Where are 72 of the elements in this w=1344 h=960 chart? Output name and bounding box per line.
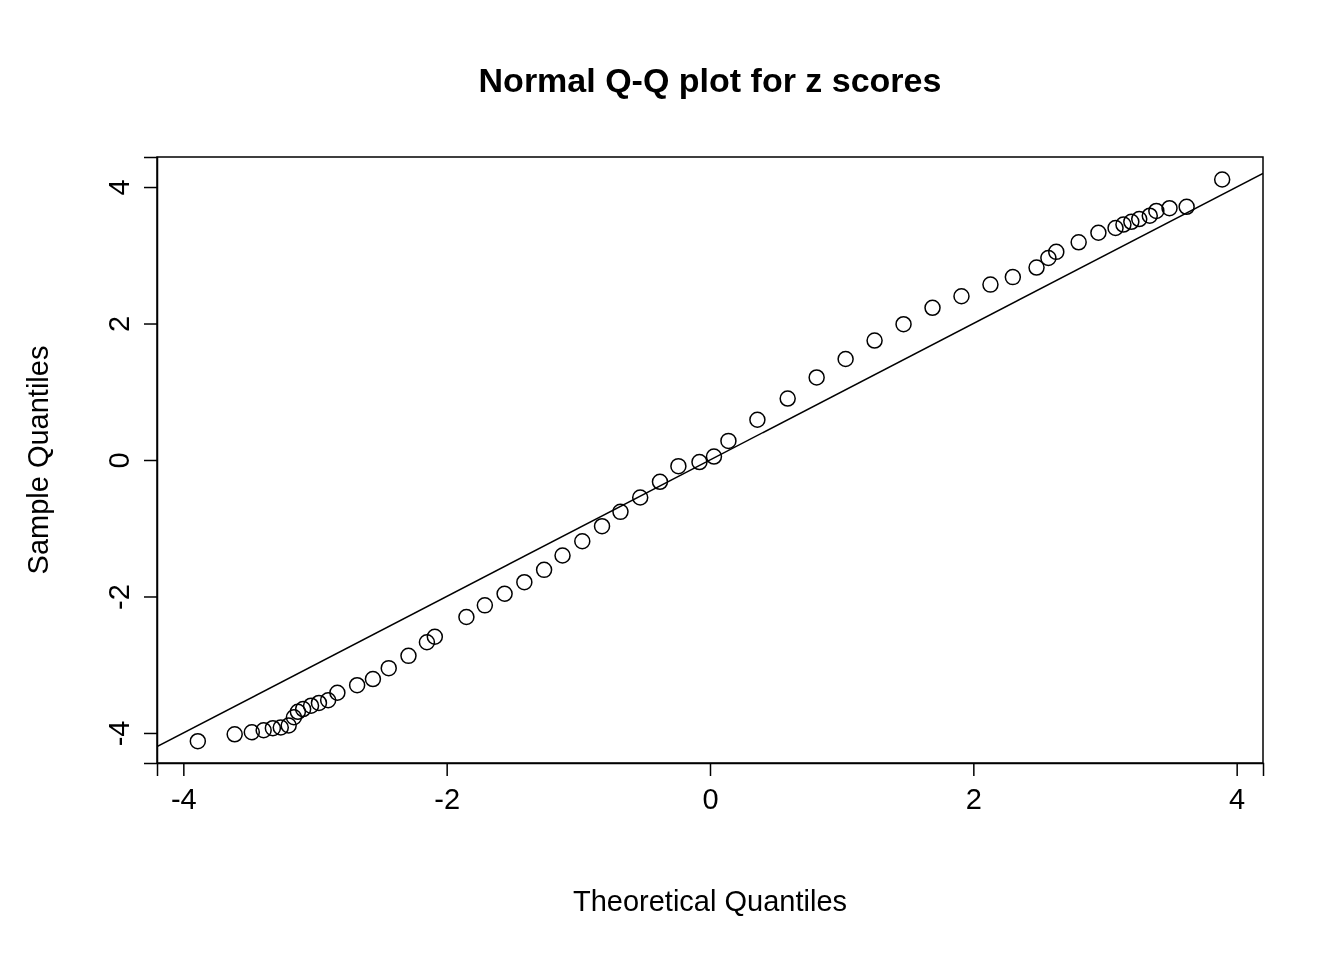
point — [329, 684, 346, 701]
point — [1148, 202, 1165, 220]
point — [705, 448, 723, 465]
point — [255, 721, 272, 739]
point — [1115, 216, 1132, 233]
point — [1040, 249, 1057, 267]
point — [1070, 234, 1087, 251]
point — [691, 453, 708, 471]
point — [1028, 259, 1045, 276]
point — [1130, 210, 1148, 228]
point — [895, 315, 912, 333]
x-tick-label: 0 — [702, 782, 719, 815]
point — [1123, 213, 1140, 231]
point — [272, 719, 290, 736]
point — [1213, 171, 1231, 188]
x-tick-label: -2 — [434, 782, 461, 815]
point — [1090, 224, 1107, 241]
y-tick-label: -2 — [103, 584, 136, 610]
y-axis-title: Sample Quantiles — [22, 345, 54, 575]
point — [348, 676, 366, 694]
point — [264, 719, 282, 737]
point — [866, 332, 883, 349]
point — [496, 585, 513, 603]
x-tick-label: 2 — [965, 782, 982, 815]
point — [226, 726, 243, 743]
point — [458, 608, 475, 626]
point — [1178, 198, 1195, 216]
point — [319, 691, 337, 709]
point — [749, 411, 766, 428]
point — [516, 573, 533, 591]
point — [418, 633, 436, 651]
point — [1107, 219, 1124, 237]
point — [808, 369, 825, 386]
point — [924, 299, 941, 317]
point — [593, 517, 611, 535]
point — [837, 350, 854, 368]
point — [289, 703, 307, 721]
point — [953, 287, 970, 305]
point — [302, 697, 320, 714]
y-tick-label: 0 — [103, 452, 136, 469]
y-tick-label: 2 — [103, 315, 136, 333]
x-tick-label: 4 — [1229, 782, 1246, 815]
point — [189, 732, 207, 750]
point — [612, 503, 629, 521]
y-tick-label: -4 — [103, 720, 136, 747]
point — [364, 670, 382, 688]
x-tick-label: -4 — [170, 782, 197, 815]
point — [574, 532, 591, 550]
point — [426, 628, 444, 645]
point — [631, 489, 649, 506]
point — [294, 700, 312, 718]
point — [720, 432, 737, 450]
point — [476, 597, 494, 614]
point — [1161, 199, 1178, 217]
point — [982, 276, 999, 293]
point — [1004, 268, 1022, 286]
point — [400, 647, 417, 665]
point — [280, 717, 297, 734]
point — [535, 561, 553, 579]
point — [779, 390, 796, 407]
point — [243, 724, 261, 741]
point — [380, 659, 397, 677]
point — [651, 473, 669, 491]
y-tick-label: 4 — [103, 179, 136, 196]
point — [1048, 243, 1065, 261]
point — [670, 457, 687, 475]
point — [310, 694, 328, 712]
chart-title: Normal Q-Q plot for z scores — [478, 61, 942, 99]
point — [1141, 207, 1159, 224]
x-axis-title: Theoretical Quantiles — [572, 885, 848, 917]
point — [554, 547, 571, 564]
point — [285, 709, 303, 726]
